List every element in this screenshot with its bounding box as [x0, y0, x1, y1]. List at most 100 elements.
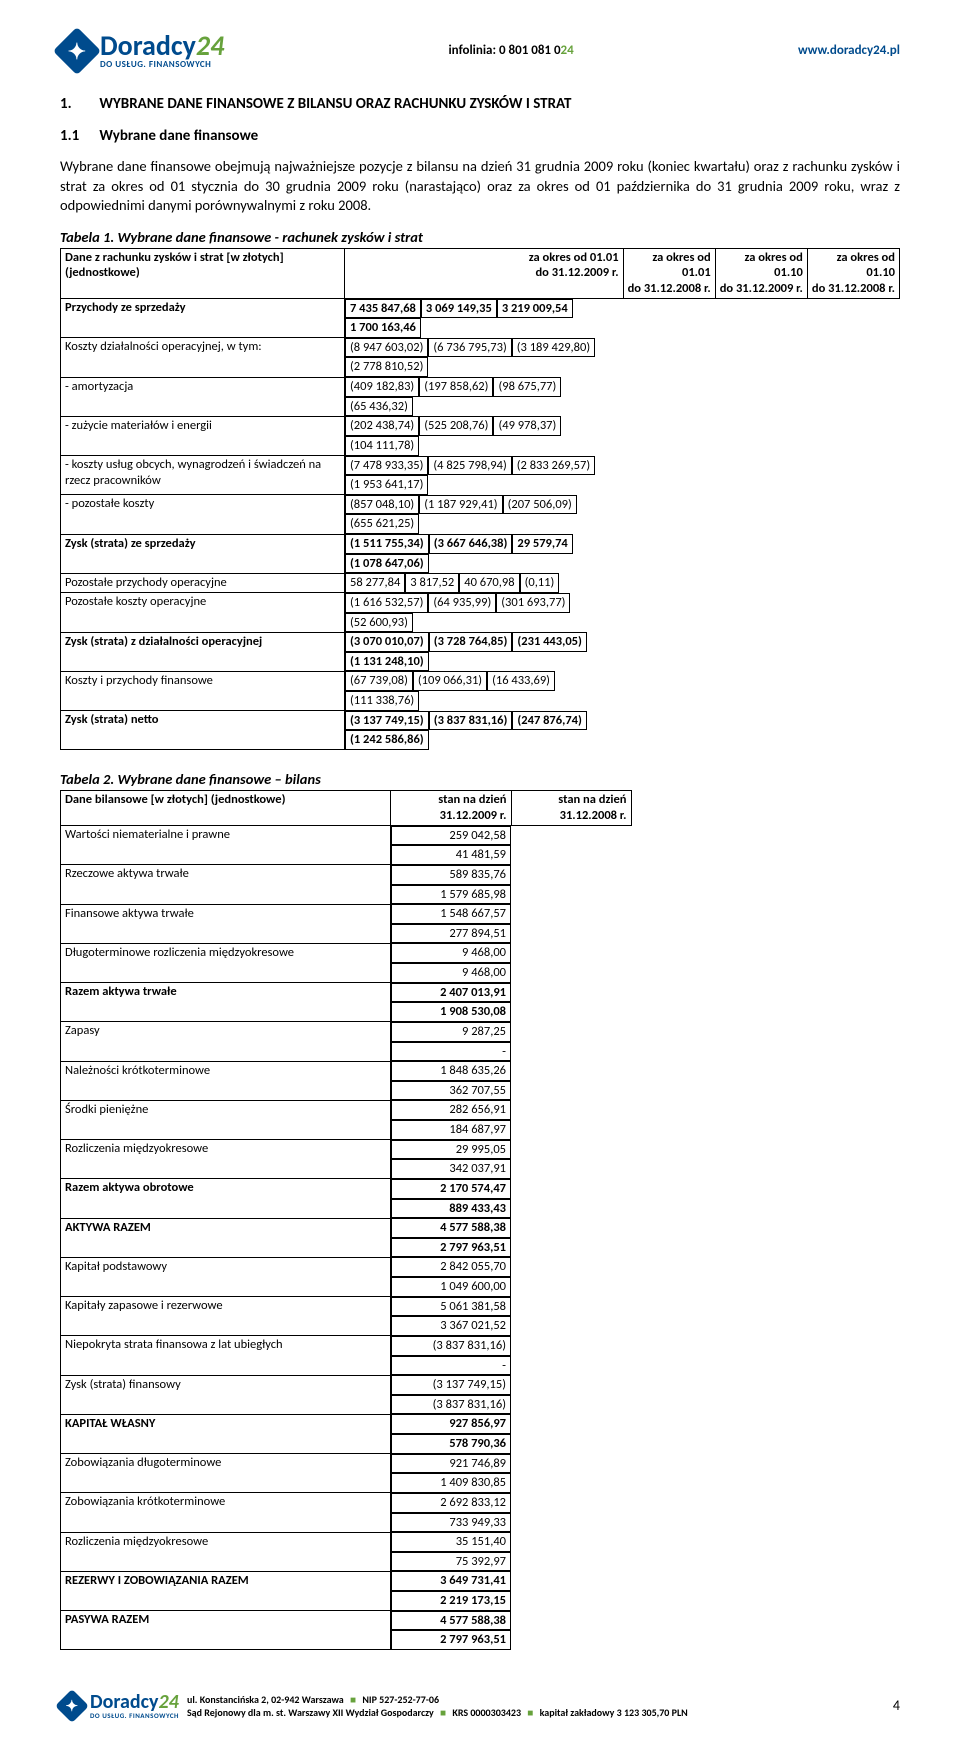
cell-value: 2 407 013,91: [391, 983, 511, 1003]
section-heading: 1. WYBRANE DANE FINANSOWE Z BILANSU ORAZ…: [60, 95, 900, 113]
cell-value: 1 548 667,57: [391, 904, 511, 924]
brand-24: 24: [196, 28, 224, 63]
table1-caption: Tabela 1. Wybrane dane finansowe - rachu…: [60, 228, 900, 246]
cell-value: (52 600,93): [345, 613, 413, 633]
logo: ✦ Doradcy24 DO USŁUG. FINANSOWYCH: [60, 32, 224, 69]
cell-value: (3 137 749,15): [345, 711, 429, 731]
table-row: AKTYWA RAZEM4 577 588,382 797 963,51: [61, 1218, 632, 1257]
t2-header-col1: stan na dzień31.12.2009 r.: [391, 791, 512, 825]
footer-brand: Doradcy24: [90, 1692, 179, 1712]
row-label: Wartości niematerialne i prawne: [61, 825, 391, 865]
t1-header-col2: za okres od 01.01do 31.12.2008 r.: [623, 248, 715, 298]
cell-value: (3 837 831,16): [429, 711, 513, 731]
row-label: Długoterminowe rozliczenia międzyokresow…: [61, 943, 391, 982]
table-row: Zapasy9 287,25-: [61, 1022, 632, 1061]
logo-text: Doradcy24 DO USŁUG. FINANSOWYCH: [100, 32, 224, 69]
row-label: KAPITAŁ WŁASNY: [61, 1414, 391, 1453]
table-1: Dane z rachunku zysków i strat [w złotyc…: [60, 248, 900, 751]
cell-value: 1 579 685,98: [391, 885, 511, 905]
cell-value: 259 042,58: [391, 826, 511, 846]
table-row: Zobowiązania długoterminowe921 746,891 4…: [61, 1454, 632, 1493]
cell-value: -: [391, 1042, 511, 1062]
cell-value: (67 739,08): [345, 671, 413, 691]
page-footer: ✦ Doradcy24 DO USŁUG. FINANSOWYCH ul. Ko…: [60, 1686, 900, 1725]
cell-value: 5 061 381,58: [391, 1297, 511, 1317]
footer-info: ul. Konstancińska 2, 02-942 Warszawa ■ N…: [187, 1693, 688, 1719]
cell-value: (3 728 764,85): [429, 632, 513, 652]
table-row: Razem aktywa trwałe2 407 013,911 908 530…: [61, 983, 632, 1022]
cell-value: (109 066,31): [413, 671, 487, 691]
row-label: - koszty usług obcych, wynagrodzeń i świ…: [61, 456, 345, 495]
cell-value: (1 616 532,57): [345, 593, 428, 613]
row-label: Rozliczenia międzyokresowe: [61, 1140, 391, 1179]
cell-value: 277 894,51: [391, 924, 511, 944]
cell-value: 2 170 574,47: [391, 1179, 511, 1199]
t1-header-col1: za okres od 01.01do 31.12.2009 r.: [345, 248, 624, 298]
cell-value: 578 790,36: [391, 1434, 511, 1454]
table-row: Pozostałe koszty operacyjne(1 616 532,57…: [61, 593, 900, 632]
table-row: Przychody ze sprzedaży7 435 847,683 069 …: [61, 298, 900, 338]
cell-value: 362 707,55: [391, 1081, 511, 1101]
cell-value: 184 687,97: [391, 1120, 511, 1140]
table-row: Zysk (strata) netto(3 137 749,15)(3 837 …: [61, 711, 900, 750]
cell-value: 29 995,05: [391, 1140, 511, 1160]
brand-tagline: DO USŁUG. FINANSOWYCH: [100, 60, 224, 69]
row-label: Razem aktywa obrotowe: [61, 1179, 391, 1218]
table-row: Rozliczenia międzyokresowe29 995,05342 0…: [61, 1140, 632, 1179]
row-label: Przychody ze sprzedaży: [61, 298, 345, 338]
cell-value: 1 908 530,08: [391, 1002, 511, 1022]
row-label: Zysk (strata) z działalności operacyjnej: [61, 632, 345, 671]
infolinia-number: 0 801 081 0: [499, 43, 561, 58]
row-label: Kapitał podstawowy: [61, 1257, 391, 1296]
row-label: Zobowiązania długoterminowe: [61, 1454, 391, 1493]
cell-value: 733 949,33: [391, 1513, 511, 1533]
cell-value: (2 778 810,52): [345, 357, 428, 377]
row-label: Koszty i przychody finansowe: [61, 671, 345, 710]
row-label: Należności krótkoterminowe: [61, 1061, 391, 1100]
section-number: 1.: [60, 95, 96, 113]
table-row: Kapitały zapasowe i rezerwowe5 061 381,5…: [61, 1297, 632, 1336]
table-row: Kapitał podstawowy2 842 055,701 049 600,…: [61, 1257, 632, 1296]
footer-logo: ✦ Doradcy24 DO USŁUG. FINANSOWYCH: [60, 1692, 179, 1719]
footer-nip: NIP 527-252-77-06: [362, 1693, 439, 1706]
table-row: Zysk (strata) z działalności operacyjnej…: [61, 632, 900, 671]
section-title: WYBRANE DANE FINANSOWE Z BILANSU ORAZ RA…: [99, 95, 571, 113]
table-2: Dane bilansowe [w złotych] (jednostkowe)…: [60, 790, 632, 1650]
cell-value: (3 189 429,80): [512, 338, 595, 358]
row-label: - pozostałe koszty: [61, 495, 345, 534]
cell-value: (3 137 749,15): [391, 1375, 511, 1395]
cell-value: 2 797 963,51: [391, 1630, 511, 1650]
table-row: Pozostałe przychody operacyjne58 277,843…: [61, 573, 900, 593]
table-row: Koszty i przychody finansowe(67 739,08)(…: [61, 671, 900, 710]
cell-value: 1 848 635,26: [391, 1061, 511, 1081]
t1-header-col3: za okres od 01.10do 31.12.2009 r.: [715, 248, 807, 298]
cell-value: 58 277,84: [345, 573, 405, 593]
brand-name: Doradcy24: [100, 32, 224, 60]
table-row: Niepokryta strata finansowa z lat ubiegł…: [61, 1336, 632, 1375]
cell-value: (655 621,25): [345, 514, 419, 534]
footer-court: Sąd Rejonowy dla m. st. Warszawy XII Wyd…: [187, 1706, 434, 1719]
page-number: 4: [893, 1697, 900, 1714]
cell-value: (525 208,76): [419, 416, 493, 436]
row-label: REZERWY I ZOBOWIĄZANIA RAZEM: [61, 1571, 391, 1610]
cell-value: 3 649 731,41: [391, 1571, 511, 1591]
row-label: Zysk (strata) netto: [61, 711, 345, 750]
cell-value: 75 392,97: [391, 1552, 511, 1572]
row-label: Zobowiązania krótkoterminowe: [61, 1493, 391, 1532]
t2-header-label: Dane bilansowe [w złotych] (jednostkowe): [61, 791, 391, 825]
table-row: Zysk (strata) ze sprzedaży(1 511 755,34)…: [61, 534, 900, 573]
cell-value: 4 577 588,38: [391, 1611, 511, 1631]
cell-value: 2 797 963,51: [391, 1238, 511, 1258]
cell-value: (857 048,10): [345, 495, 419, 515]
person-walk-icon: ✦: [55, 1689, 89, 1723]
cell-value: 9 468,00: [391, 963, 511, 983]
footer-krs: KRS 0000303423: [452, 1706, 521, 1719]
t2-header-col2: stan na dzień31.12.2008 r.: [511, 791, 631, 825]
row-label: Finansowe aktywa trwałe: [61, 904, 391, 943]
cell-value: 35 151,40: [391, 1532, 511, 1552]
table-row: Koszty działalności operacyjnej, w tym:(…: [61, 338, 900, 377]
table-row: PASYWA RAZEM4 577 588,382 797 963,51: [61, 1611, 632, 1650]
cell-value: (49 978,37): [493, 416, 561, 436]
table-row: - zużycie materiałów i energii(202 438,7…: [61, 416, 900, 455]
cell-value: 41 481,59: [391, 845, 511, 865]
